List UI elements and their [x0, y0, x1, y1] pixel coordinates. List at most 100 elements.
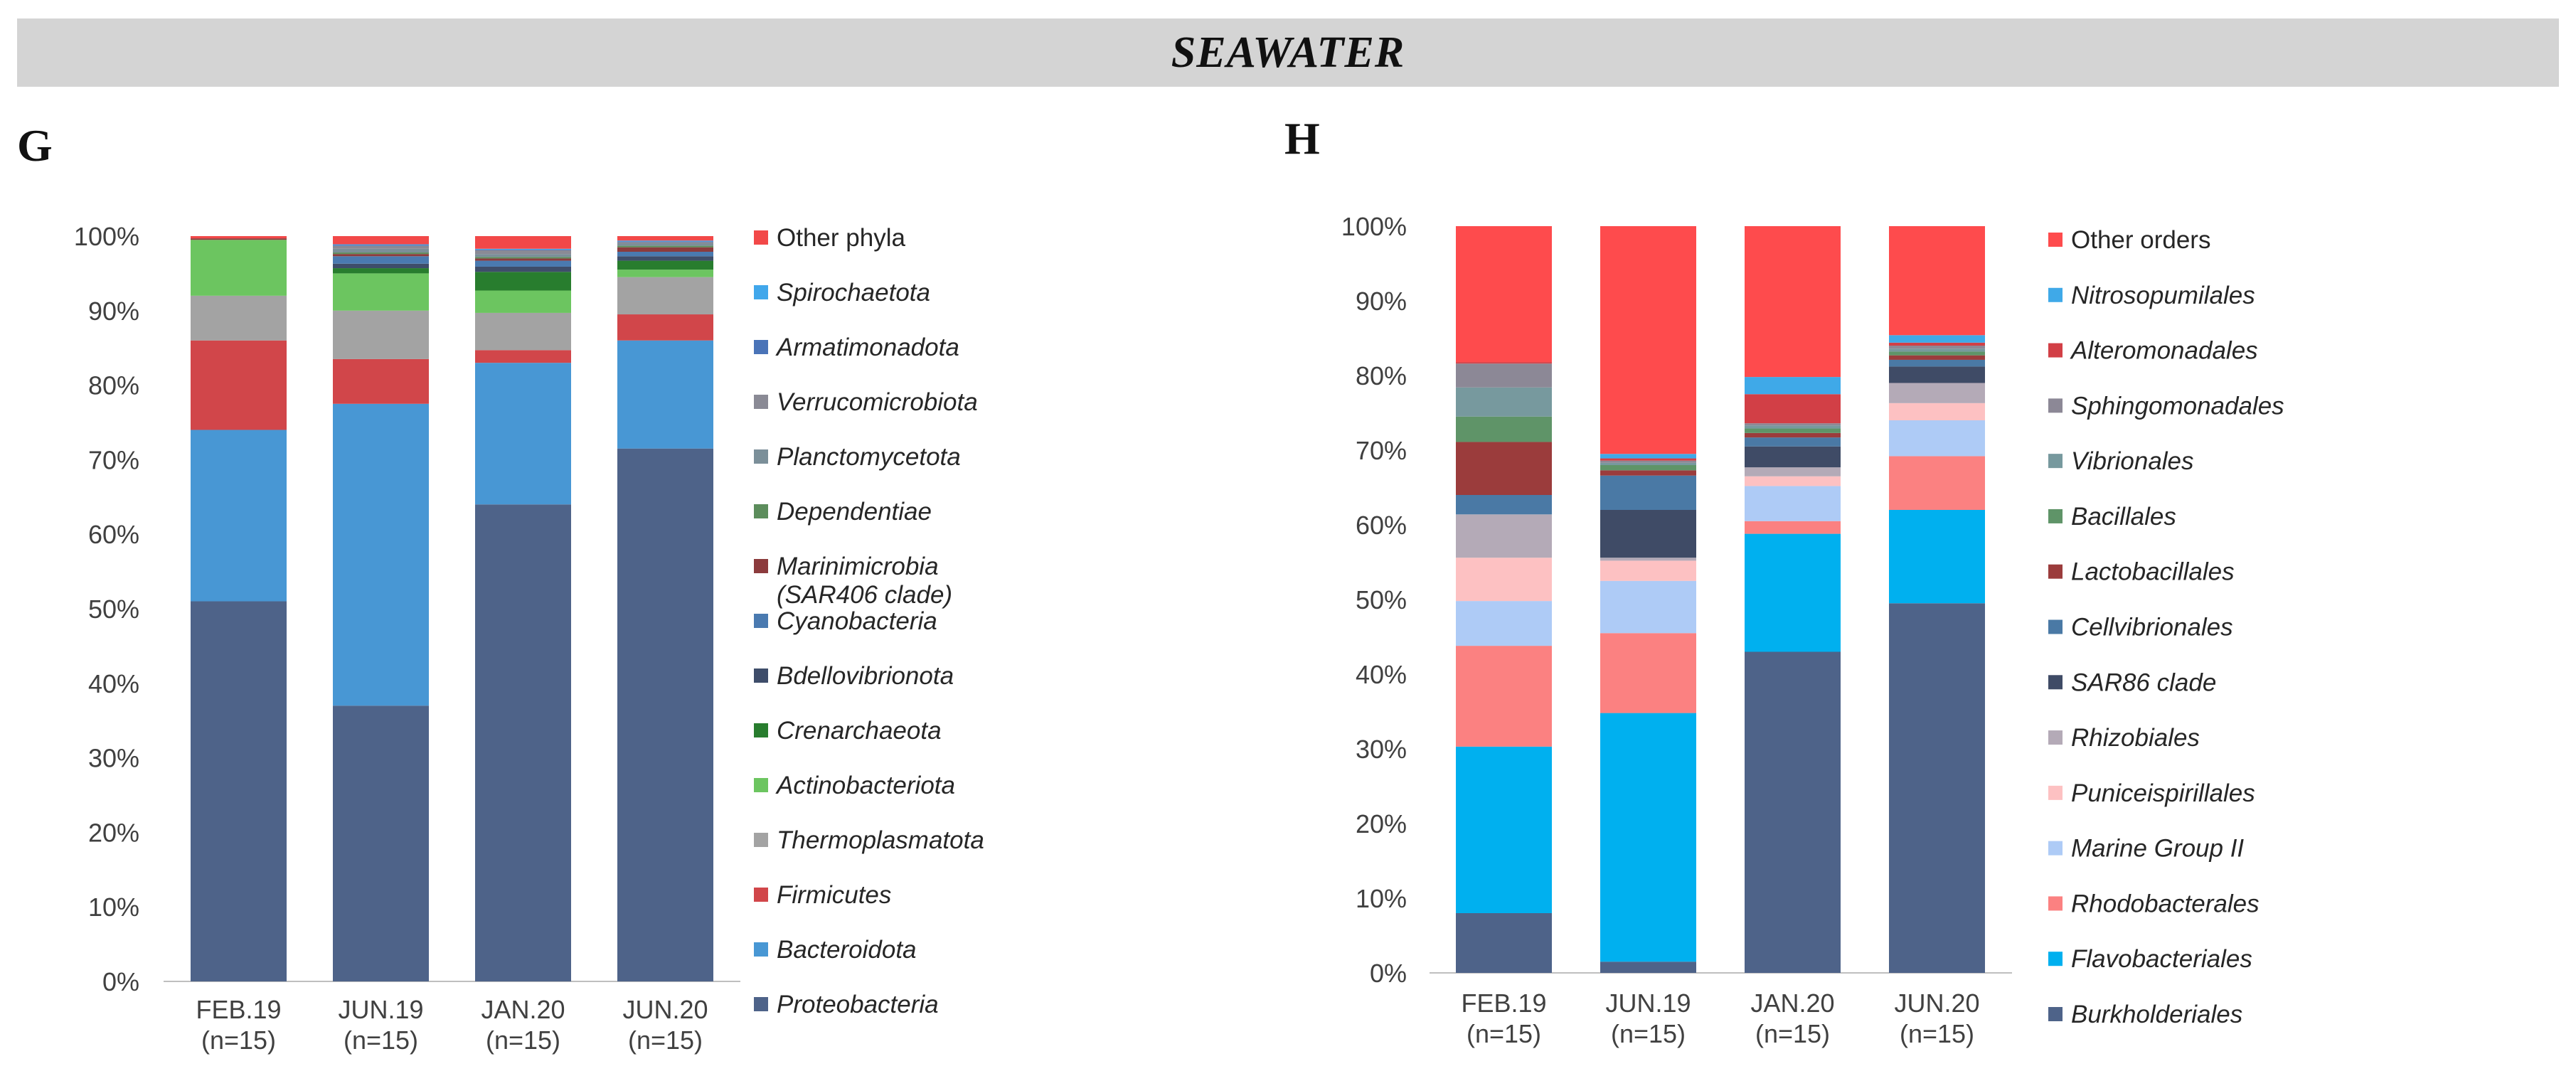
y-tick-label: 40%: [1356, 660, 1407, 689]
bar-segment-bacteroidota: [617, 340, 713, 449]
bar-segment-vibrionales: [1745, 425, 1841, 429]
bar-segment-lactobacillales: [1745, 432, 1841, 438]
bar-segment-puniceispirillales: [1745, 476, 1841, 486]
bar-segment-dependentiae: [617, 245, 713, 247]
bar-segment-burkholderiales: [1456, 913, 1552, 973]
legend-swatch-other-orders: [2048, 233, 2063, 247]
bar-segment-alteromonadales: [1889, 342, 1985, 346]
legend-label-flavobacteriales: Flavobacteriales: [2071, 945, 2252, 973]
x-tick-sublabel: (n=15): [1611, 1019, 1686, 1048]
legend-label-burkholderiales: Burkholderiales: [2071, 1001, 2242, 1028]
bar-segment-planctomycetota: [475, 254, 571, 257]
legend-swatch-spirochaetota: [754, 285, 768, 299]
bar-segment-cyanobacteria: [333, 256, 429, 264]
bar-segment-actinobacteriota: [191, 240, 287, 296]
y-tick-label: 80%: [88, 371, 139, 400]
legend-swatch-sphingomonadales: [2048, 398, 2063, 413]
bar-segment-rhizobiales: [1745, 467, 1841, 476]
bar-segment-other-phyla: [333, 236, 429, 245]
bar-segment-marine-group-ii: [1745, 486, 1841, 521]
y-tick-label: 10%: [1356, 884, 1407, 913]
bar-segment-proteobacteria: [333, 705, 429, 981]
legend-swatch-cyanobacteria: [754, 614, 768, 628]
bar-segment-marinimicrobia-sar406-clade: [333, 254, 429, 257]
legend-swatch-sar86-clade: [2048, 675, 2063, 690]
bar-segment-nitrosopumilales: [1745, 377, 1841, 395]
y-tick-label: 100%: [1341, 212, 1407, 241]
legend-swatch-bacteroidota: [754, 942, 768, 957]
bar-segment-other-orders: [1745, 226, 1841, 378]
bar-segment-puniceispirillales: [1600, 560, 1696, 581]
bar-segment-verrucomicrobiota: [617, 242, 713, 244]
bar-segment-rhodobacterales: [1745, 521, 1841, 534]
y-tick-label: 50%: [88, 595, 139, 624]
bar-segment-cyanobacteria: [617, 252, 713, 257]
bar-segment-lactobacillales: [1600, 470, 1696, 476]
legend-swatch-verrucomicrobiota: [754, 395, 768, 409]
bar-segment-burkholderiales: [1745, 651, 1841, 973]
legend-swatch-rhizobiales: [2048, 730, 2063, 745]
legend-label-alteromonadales: Alteromonadales: [2070, 337, 2258, 365]
x-tick-label: JUN.19: [338, 995, 423, 1024]
x-tick-sublabel: (n=15): [628, 1026, 703, 1055]
legend-label-spirochaetota: Spirochaetota: [777, 279, 930, 307]
legend-label-bdellovibrionota: Bdellovibrionota: [777, 662, 954, 690]
bar-segment-thermoplasmatota: [617, 277, 713, 315]
legend-swatch-rhodobacterales: [2048, 896, 2063, 911]
bar-segment-flavobacteriales: [1600, 713, 1696, 962]
legend-label-cyanobacteria: Cyanobacteria: [777, 607, 937, 635]
legend-swatch-burkholderiales: [2048, 1007, 2063, 1021]
legend-swatch-bacillales: [2048, 508, 2063, 523]
bar-segment-bacteroidota: [475, 363, 571, 505]
bar-segment-sphingomonadales: [1889, 346, 1985, 349]
bar-segment-marine-group-ii: [1456, 601, 1552, 646]
bar-segment-alteromonadales: [1745, 394, 1841, 424]
bar-segment-proteobacteria: [617, 448, 713, 981]
bar-segment-puniceispirillales: [1456, 558, 1552, 602]
bar-segment-cellvibrionales: [1456, 495, 1552, 515]
y-tick-label: 0%: [1370, 959, 1407, 988]
bar-segment-verrucomicrobiota: [333, 245, 429, 249]
y-tick-label: 70%: [1356, 436, 1407, 465]
y-tick-label: 10%: [88, 893, 139, 922]
bar-segment-cellvibrionales: [1600, 475, 1696, 510]
legend-label-lactobacillales: Lactobacillales: [2071, 558, 2235, 586]
legend-swatch-thermoplasmatota: [754, 833, 768, 847]
bar-segment-marinimicrobia-sar406-clade: [617, 247, 713, 252]
bar-segment-cellvibrionales: [1745, 437, 1841, 447]
legend-swatch-marinimicrobia-sar406-clade: [754, 559, 768, 573]
legend-label-dependentiae: Dependentiae: [777, 498, 932, 526]
legend-label-proteobacteria: Proteobacteria: [777, 991, 939, 1018]
x-tick-label: FEB.19: [196, 995, 281, 1024]
bar-segment-spirochaetota: [617, 240, 713, 242]
legend-swatch-planctomycetota: [754, 449, 768, 464]
bar-segment-marine-group-ii: [1600, 580, 1696, 634]
bar-segment-bacillales: [1889, 351, 1985, 356]
legend-label-puniceispirillales: Puniceispirillales: [2071, 779, 2255, 807]
bar-segment-firmicutes: [191, 340, 287, 430]
x-tick-label: JAN.20: [1750, 989, 1834, 1018]
bar-segment-sar86-clade: [1600, 510, 1696, 558]
bar-segment-alteromonadales: [1600, 458, 1696, 461]
legend-label-planctomycetota: Planctomycetota: [777, 443, 961, 471]
legend-label-bacteroidota: Bacteroidota: [777, 936, 917, 964]
bar-segment-lactobacillales: [1456, 442, 1552, 495]
x-tick-label: JUN.20: [622, 995, 708, 1024]
y-tick-label: 0%: [102, 967, 139, 996]
bar-segment-firmicutes: [333, 358, 429, 404]
bar-segment-bacteroidota: [333, 403, 429, 706]
legend-swatch-firmicutes: [754, 888, 768, 902]
bar-segment-firmicutes: [617, 314, 713, 341]
bar-segment-sphingomonadales: [1745, 423, 1841, 426]
bar-segment-rhodobacterales: [1600, 633, 1696, 713]
bar-segment-rhodobacterales: [1456, 646, 1552, 747]
bar-segment-sar86-clade: [1745, 446, 1841, 468]
bar-segment-crenarchaeota: [475, 272, 571, 291]
bar-segment-puniceispirillales: [1889, 403, 1985, 420]
y-tick-label: 100%: [74, 222, 139, 251]
bar-segment-bdellovibrionota: [475, 266, 571, 272]
bar-segment-firmicutes: [475, 350, 571, 363]
bar-segment-bdellovibrionota: [333, 263, 429, 269]
bar-segment-spirochaetota: [475, 248, 571, 250]
x-tick-label: JUN.20: [1894, 989, 1979, 1018]
